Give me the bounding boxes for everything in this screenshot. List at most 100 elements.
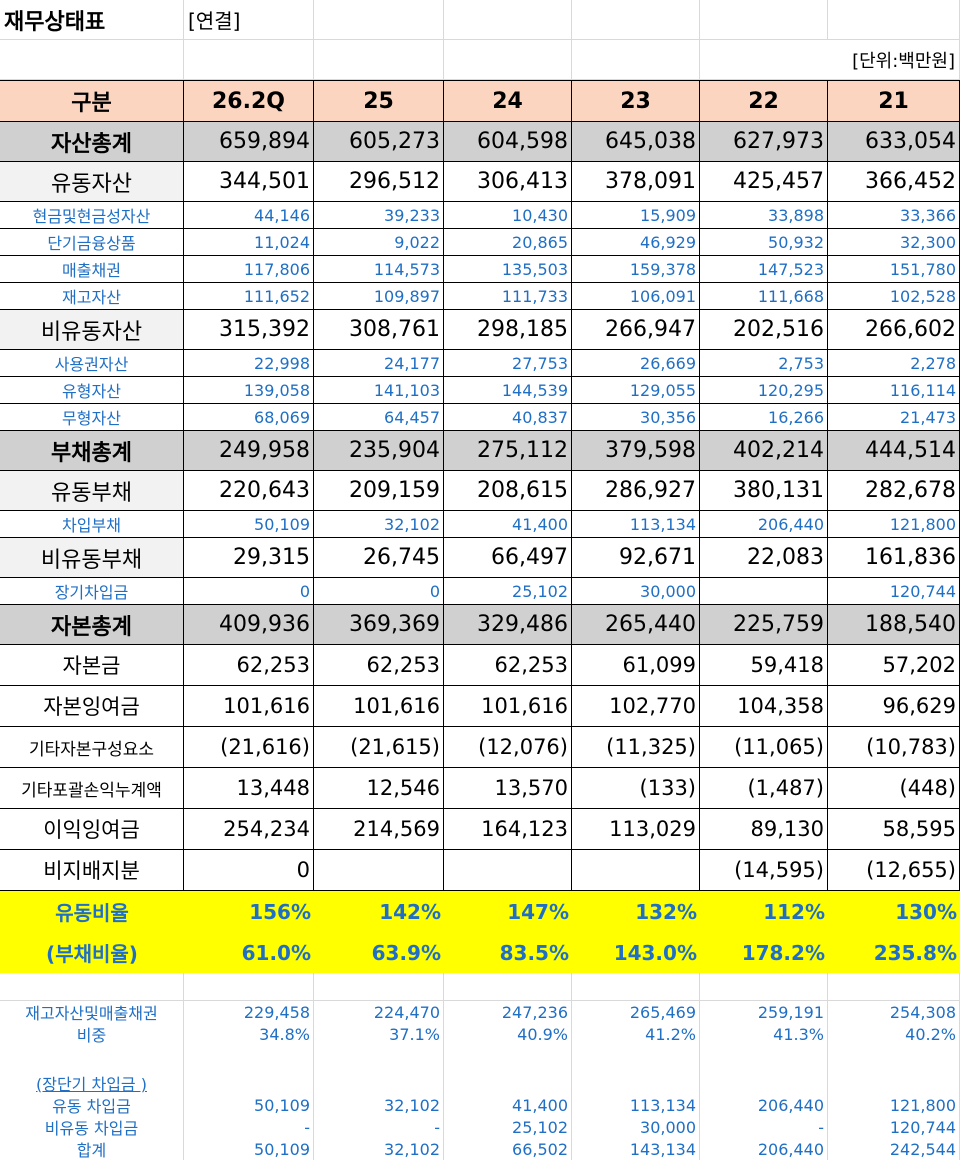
sheet-title[interactable]: 재무상태표 — [0, 0, 184, 39]
value-cell[interactable]: 254,308 — [828, 1001, 960, 1023]
row-label[interactable]: 무형자산 — [0, 404, 184, 430]
value-cell[interactable]: (448) — [828, 768, 960, 808]
row-label[interactable]: 단기금융상품 — [0, 229, 184, 255]
value-cell[interactable]: 161,836 — [828, 538, 960, 577]
value-cell[interactable]: 147% — [444, 891, 572, 932]
value-cell[interactable]: 380,131 — [700, 471, 828, 510]
value-cell[interactable]: 111,733 — [444, 283, 572, 309]
value-cell[interactable]: 29,315 — [184, 538, 314, 577]
value-cell[interactable]: 89,130 — [700, 809, 828, 849]
value-cell[interactable]: 62,253 — [184, 645, 314, 685]
value-cell[interactable]: 37.1% — [314, 1023, 444, 1045]
value-cell[interactable]: 121,800 — [828, 511, 960, 537]
value-cell[interactable]: (133) — [572, 768, 700, 808]
value-cell[interactable]: 106,091 — [572, 283, 700, 309]
value-cell[interactable]: 247,236 — [444, 1001, 572, 1023]
value-cell[interactable]: (21,616) — [184, 727, 314, 767]
value-cell[interactable]: 39,233 — [314, 202, 444, 228]
row-label[interactable]: 비지배지분 — [0, 850, 184, 890]
value-cell[interactable]: 159,378 — [572, 256, 700, 282]
value-cell[interactable]: 265,440 — [572, 605, 700, 644]
value-cell[interactable]: 259,191 — [700, 1001, 828, 1023]
value-cell[interactable]: 62,253 — [444, 645, 572, 685]
value-cell[interactable]: 235.8% — [828, 932, 960, 973]
value-cell[interactable]: 30,000 — [572, 1116, 700, 1138]
value-cell[interactable]: 50,109 — [184, 511, 314, 537]
value-cell[interactable] — [444, 850, 572, 890]
value-cell[interactable]: 32,102 — [314, 1138, 444, 1160]
value-cell[interactable]: (21,615) — [314, 727, 444, 767]
value-cell[interactable]: 132% — [572, 891, 700, 932]
value-cell[interactable]: 369,369 — [314, 605, 444, 644]
value-cell[interactable]: 286,927 — [572, 471, 700, 510]
value-cell[interactable]: 34.8% — [184, 1023, 314, 1045]
value-cell[interactable]: 164,123 — [444, 809, 572, 849]
value-cell[interactable]: 282,678 — [828, 471, 960, 510]
row-label[interactable]: 매출채권 — [0, 256, 184, 282]
value-cell[interactable]: 111,668 — [700, 283, 828, 309]
value-cell[interactable]: 266,947 — [572, 310, 700, 349]
value-cell[interactable]: 109,897 — [314, 283, 444, 309]
value-cell[interactable]: 2,753 — [700, 350, 828, 376]
value-cell[interactable]: 206,440 — [700, 511, 828, 537]
value-cell[interactable]: 113,029 — [572, 809, 700, 849]
value-cell[interactable]: 61,099 — [572, 645, 700, 685]
value-cell[interactable]: 27,753 — [444, 350, 572, 376]
value-cell[interactable]: 111,652 — [184, 283, 314, 309]
value-cell[interactable]: 33,898 — [700, 202, 828, 228]
value-cell[interactable]: 57,202 — [828, 645, 960, 685]
value-cell[interactable]: 141,103 — [314, 377, 444, 403]
value-cell[interactable]: 66,502 — [444, 1138, 572, 1160]
value-cell[interactable]: 156% — [184, 891, 314, 932]
value-cell[interactable]: 329,486 — [444, 605, 572, 644]
header-cell[interactable]: 26.2Q — [184, 81, 314, 121]
value-cell[interactable]: 50,109 — [184, 1138, 314, 1160]
row-label[interactable]: 사용권자산 — [0, 350, 184, 376]
row-label[interactable]: 장기차입금 — [0, 578, 184, 604]
value-cell[interactable] — [572, 850, 700, 890]
value-cell[interactable]: 142% — [314, 891, 444, 932]
value-cell[interactable]: 120,295 — [700, 377, 828, 403]
value-cell[interactable]: 229,458 — [184, 1001, 314, 1023]
value-cell[interactable]: 11,024 — [184, 229, 314, 255]
value-cell[interactable]: 62,253 — [314, 645, 444, 685]
value-cell[interactable]: 41,400 — [444, 511, 572, 537]
header-cell[interactable]: 21 — [828, 81, 960, 121]
value-cell[interactable]: 151,780 — [828, 256, 960, 282]
value-cell[interactable]: 209,159 — [314, 471, 444, 510]
value-cell[interactable]: 113,134 — [572, 511, 700, 537]
value-cell[interactable]: 178.2% — [700, 932, 828, 973]
value-cell[interactable]: 366,452 — [828, 162, 960, 201]
value-cell[interactable]: 425,457 — [700, 162, 828, 201]
value-cell[interactable]: (12,076) — [444, 727, 572, 767]
value-cell[interactable]: 378,091 — [572, 162, 700, 201]
row-label[interactable]: 비유동부채 — [0, 538, 184, 577]
row-label[interactable]: 재고자산및매출채권 — [0, 1001, 184, 1023]
borrowings-title[interactable]: (장단기 차입금 ) — [0, 1072, 184, 1094]
value-cell[interactable]: 32,102 — [314, 511, 444, 537]
value-cell[interactable]: 30,000 — [572, 578, 700, 604]
value-cell[interactable]: 22,998 — [184, 350, 314, 376]
row-label[interactable]: 합계 — [0, 1138, 184, 1160]
value-cell[interactable]: 102,528 — [828, 283, 960, 309]
row-label[interactable]: 비유동 차입금 — [0, 1116, 184, 1138]
value-cell[interactable]: 275,112 — [444, 431, 572, 470]
value-cell[interactable]: 129,055 — [572, 377, 700, 403]
value-cell[interactable]: (11,325) — [572, 727, 700, 767]
value-cell[interactable]: 22,083 — [700, 538, 828, 577]
value-cell[interactable]: 63.9% — [314, 932, 444, 973]
value-cell[interactable]: 32,300 — [828, 229, 960, 255]
value-cell[interactable]: 64,457 — [314, 404, 444, 430]
value-cell[interactable]: 379,598 — [572, 431, 700, 470]
value-cell[interactable]: 315,392 — [184, 310, 314, 349]
row-label[interactable]: 자본금 — [0, 645, 184, 685]
value-cell[interactable]: 242,544 — [828, 1138, 960, 1160]
value-cell[interactable]: 143.0% — [572, 932, 700, 973]
value-cell[interactable] — [700, 578, 828, 604]
value-cell[interactable]: (10,783) — [828, 727, 960, 767]
value-cell[interactable]: 2,278 — [828, 350, 960, 376]
value-cell[interactable]: 121,800 — [828, 1094, 960, 1116]
value-cell[interactable]: 254,234 — [184, 809, 314, 849]
scope-label[interactable]: [연결] — [184, 0, 314, 39]
row-label[interactable]: 유동 차입금 — [0, 1094, 184, 1116]
